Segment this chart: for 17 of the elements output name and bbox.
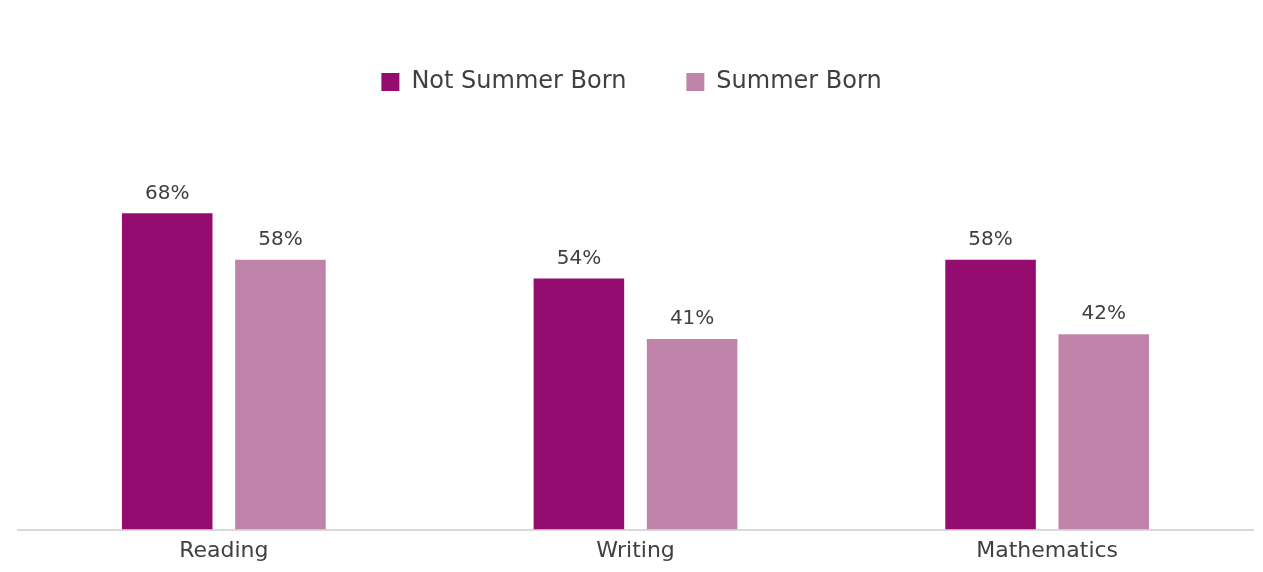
- bar: [533, 278, 625, 530]
- data-label: 41%: [669, 305, 715, 330]
- bar: [235, 259, 326, 530]
- bar: [646, 338, 738, 530]
- data-label: 58%: [968, 226, 1013, 251]
- x-tick-label: Mathematics: [976, 536, 1119, 562]
- data-label: 54%: [556, 244, 602, 269]
- data-label: 68%: [145, 179, 190, 204]
- legend-label: Not Summer Born: [411, 66, 627, 95]
- x-tick-label: Writing: [596, 536, 675, 562]
- data-label: 58%: [258, 226, 303, 251]
- data-label: 42%: [1081, 300, 1126, 325]
- bar: [121, 213, 213, 530]
- bar: [1058, 334, 1150, 530]
- bar: [945, 259, 1036, 530]
- legend-label: Summer Born: [716, 66, 882, 95]
- x-tick-label: Reading: [179, 536, 269, 562]
